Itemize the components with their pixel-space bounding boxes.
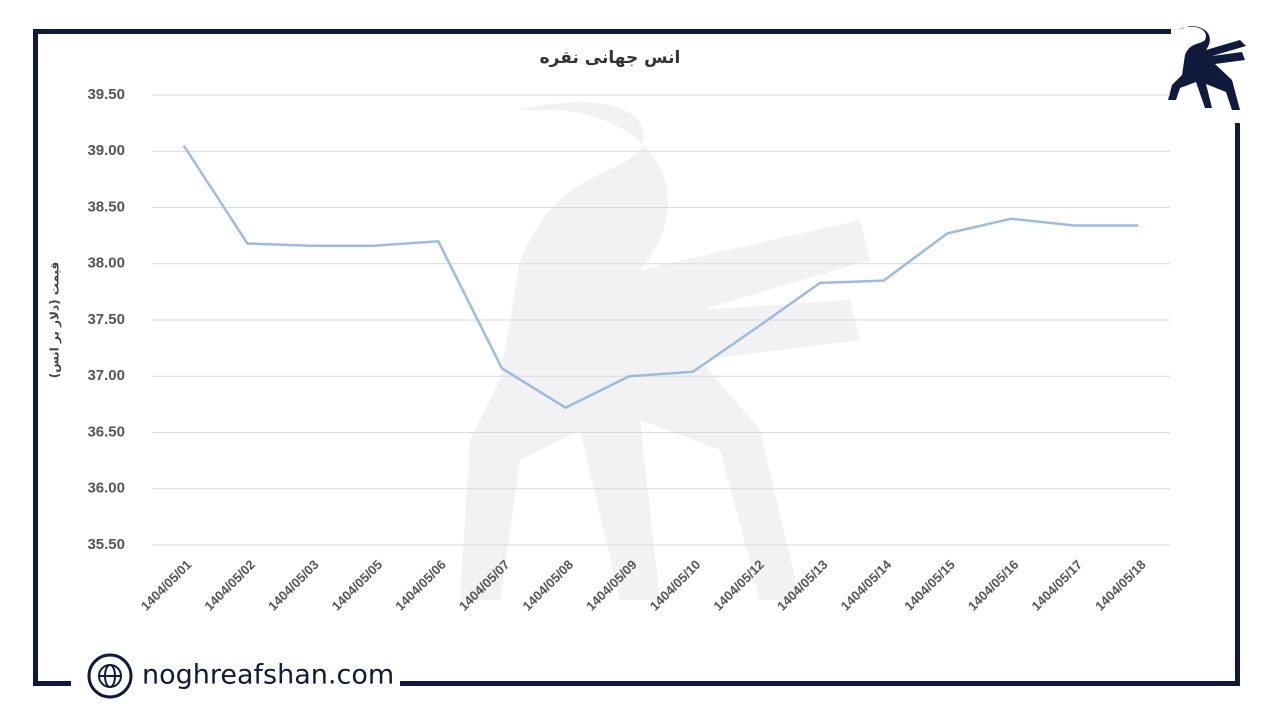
- x-tick-label: 1404/05/15: [901, 557, 958, 614]
- y-tick-label: 36.50: [87, 423, 125, 440]
- x-tick-label: 1404/05/18: [1092, 557, 1149, 614]
- y-tick-label: 39.00: [87, 142, 125, 159]
- y-tick-label: 38.00: [87, 255, 125, 272]
- y-axis-label: قیمت (دلار بر انس): [48, 262, 62, 379]
- x-tick-label: 1404/05/16: [965, 557, 1022, 614]
- y-tick-label: 35.50: [87, 536, 125, 553]
- x-tick-label: 1404/05/05: [329, 557, 386, 614]
- y-tick-label: 36.00: [87, 480, 125, 497]
- frame: [33, 29, 1240, 686]
- y-tick-label: 38.50: [87, 198, 125, 215]
- x-tick-label: 1404/05/03: [265, 557, 322, 614]
- x-tick-label: 1404/05/17: [1028, 557, 1085, 614]
- y-tick-label: 39.50: [87, 86, 125, 103]
- x-tick-label: 1404/05/14: [838, 556, 895, 613]
- data-line: [182, 144, 1139, 410]
- chart-title: انس جهانی نقره: [540, 48, 681, 68]
- x-tick-label: 1404/05/02: [201, 557, 258, 614]
- logo: [1168, 26, 1246, 110]
- y-tick-label: 37.50: [87, 311, 125, 328]
- footer: noghreafshan.com: [87, 653, 394, 699]
- website: noghreafshan.com: [142, 660, 394, 691]
- x-tick-label: 1404/05/01: [138, 557, 195, 614]
- x-tick-label: 1404/05/06: [392, 557, 449, 614]
- watermark: [460, 102, 870, 600]
- y-tick-label: 37.00: [87, 367, 125, 384]
- x-tick-label: 1404/05/08: [519, 557, 576, 614]
